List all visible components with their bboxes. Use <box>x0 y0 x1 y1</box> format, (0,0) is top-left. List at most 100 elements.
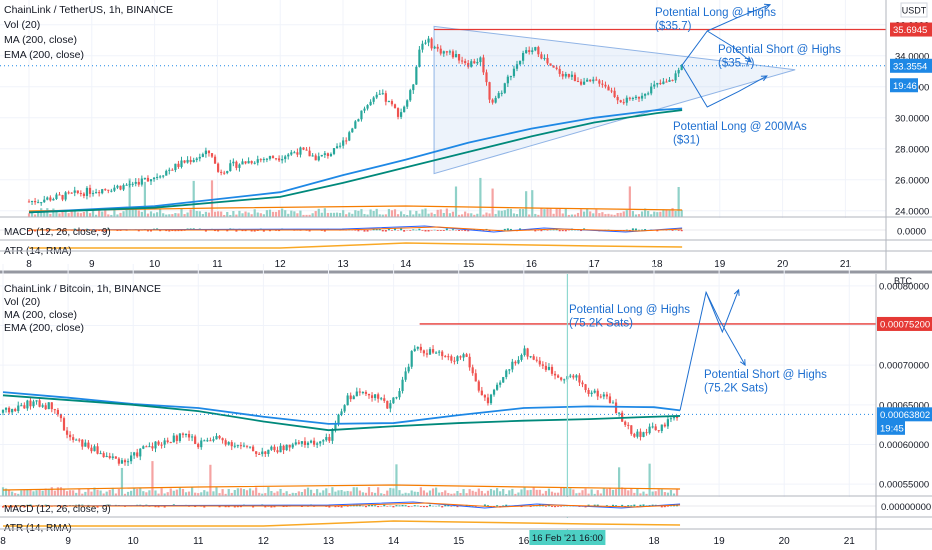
candle-body <box>261 451 264 455</box>
macd-hist <box>627 505 630 507</box>
candle-body <box>73 190 76 193</box>
macd-hist <box>328 506 331 508</box>
candle-body <box>675 416 679 419</box>
volume-bar <box>451 211 455 217</box>
macd-hist <box>150 230 152 232</box>
bottom-panel[interactable]: Potential Long @ Highs (75.2K Sats) Potent… <box>0 264 932 550</box>
top-time-axis[interactable]: 8 9 10 11 12 13 14 15 16 17 18 19 20 21 <box>26 259 851 270</box>
candle-body <box>172 435 175 443</box>
candle-body <box>468 356 471 368</box>
candle-body <box>522 53 525 61</box>
macd-hist <box>383 504 386 507</box>
volume-bar <box>677 187 680 217</box>
macd-hist <box>2 506 4 508</box>
candle-body <box>400 112 403 117</box>
volume-bar <box>625 210 628 217</box>
candle-body <box>224 440 227 445</box>
volume-bar <box>467 213 470 217</box>
price-tick: 0.00080000 <box>879 281 929 292</box>
bottom-main-pane[interactable] <box>0 274 886 496</box>
volume-bar <box>108 489 111 496</box>
volume-bar <box>555 208 558 217</box>
volume-bar <box>378 214 381 217</box>
volume-bar <box>595 209 598 217</box>
candle-body <box>59 414 63 419</box>
candle-body <box>492 389 496 395</box>
candle-body <box>564 73 567 77</box>
top-panel[interactable]: Potential Long @ Highs ($35.7) Potential S… <box>0 0 932 270</box>
top-lines <box>0 28 886 214</box>
candle-body <box>35 400 38 402</box>
candle-body <box>436 46 439 49</box>
price-tag-text: 0.00063802 <box>880 410 930 421</box>
volume-bar <box>669 490 673 496</box>
volume-bar <box>357 210 360 217</box>
candle-body <box>23 405 26 409</box>
time-tick-19: 19 <box>714 259 726 270</box>
candle-body <box>593 390 596 393</box>
ema-200-line <box>28 109 683 214</box>
candle-body <box>220 171 223 173</box>
candle-body <box>117 458 120 464</box>
time-tick-21: 21 <box>840 259 852 270</box>
volume-bar <box>235 214 238 217</box>
candle-body <box>541 364 544 366</box>
bottom-price-scale[interactable]: 0.00055000 0.00060000 0.00065000 0.00070000… <box>879 281 929 490</box>
candle-body <box>123 460 127 463</box>
candle-body <box>502 377 505 383</box>
candle-body <box>218 435 221 439</box>
candle-body <box>644 93 647 96</box>
volume-bar <box>130 490 133 496</box>
candle-body <box>288 444 291 448</box>
volume-bar <box>297 491 300 496</box>
volume-bar <box>610 214 613 217</box>
candle-body <box>494 97 497 103</box>
candle-body <box>281 159 284 161</box>
volume-bar <box>227 489 230 496</box>
candle-body <box>213 156 217 164</box>
volume-bar <box>131 209 134 217</box>
volume-bar <box>492 490 496 496</box>
macd-hist <box>180 230 183 232</box>
candle-body <box>447 356 450 358</box>
candle-body <box>252 446 255 452</box>
candle-body <box>488 82 491 100</box>
candle-body <box>409 90 412 101</box>
projection-path <box>705 289 740 334</box>
volume-bar <box>206 491 209 496</box>
candle-body <box>404 371 407 380</box>
macd-hist <box>665 230 668 231</box>
volume-bar <box>546 208 549 217</box>
volume-bar <box>398 490 401 496</box>
time-tick-20: 20 <box>779 536 791 547</box>
candle-body <box>654 426 657 431</box>
volume-bar <box>52 208 55 217</box>
candle-body <box>529 356 532 358</box>
time-tick-15: 15 <box>463 259 475 270</box>
candle-body <box>11 409 14 413</box>
candle-body <box>120 460 124 464</box>
candle-body <box>238 164 241 168</box>
volume-bar <box>149 211 153 217</box>
candle-body <box>215 435 218 440</box>
candle-body <box>544 365 547 370</box>
volume-bar <box>197 493 200 496</box>
candle-body <box>181 433 185 435</box>
candle-body <box>105 455 108 458</box>
volume-bar <box>607 213 610 217</box>
candle-body <box>328 437 331 441</box>
candle-body <box>476 62 479 64</box>
bottom-candles <box>1 343 679 466</box>
candle-body <box>630 425 633 434</box>
candle-body <box>648 426 651 434</box>
top-price-scale[interactable]: 24.000026.000028.000030.000032.000034.00… <box>895 20 929 217</box>
volume-bar <box>107 214 110 217</box>
volume-bar <box>589 211 592 217</box>
volume-bar <box>328 493 331 496</box>
volume-bar <box>605 488 608 496</box>
macd-hist <box>663 506 666 508</box>
macd-hist <box>241 230 244 232</box>
macd-hist <box>564 230 567 232</box>
